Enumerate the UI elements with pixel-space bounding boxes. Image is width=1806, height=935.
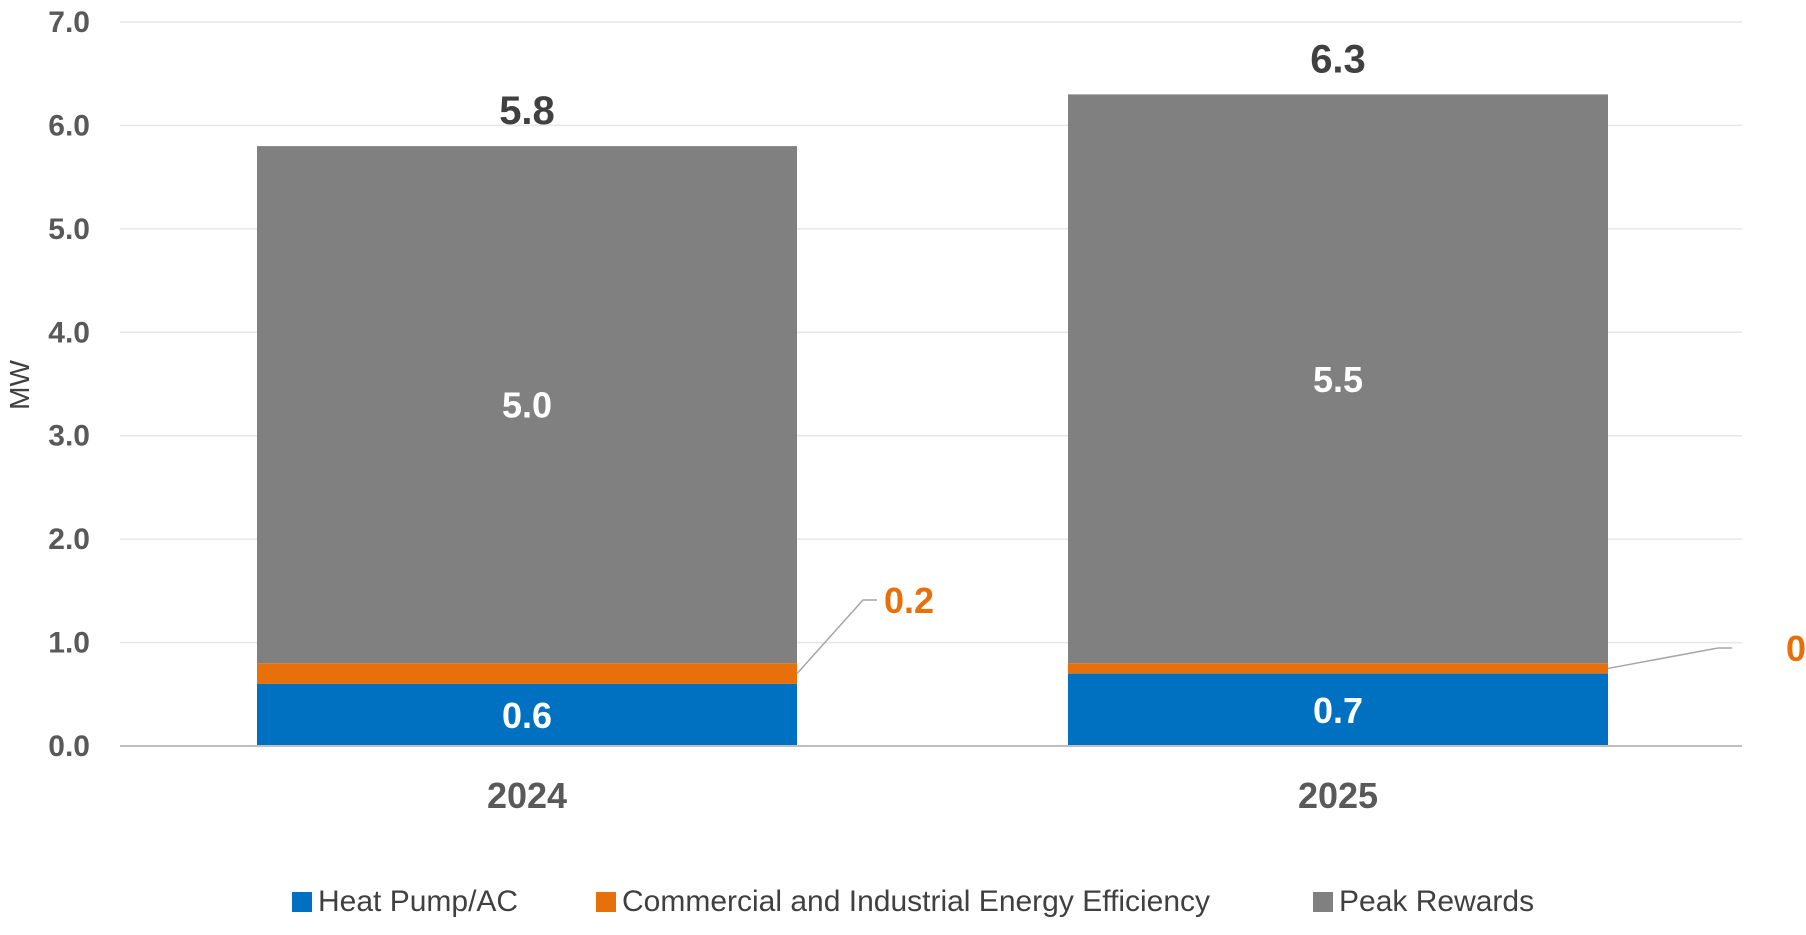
x-category-label: 2024 bbox=[487, 775, 567, 816]
y-tick-label: 0.0 bbox=[48, 730, 90, 763]
bar-segment bbox=[257, 683, 797, 746]
legend: Heat Pump/AC Commercial and Industrial En… bbox=[292, 885, 1534, 918]
bar-segment bbox=[257, 146, 797, 664]
legend-label: Commercial and Industrial Energy Efficie… bbox=[622, 885, 1210, 918]
y-axis-ticks: 0.0 1.0 2.0 3.0 4.0 5.0 6.0 7.0 bbox=[48, 6, 90, 763]
callout-data-label: 0.2 bbox=[884, 580, 934, 621]
total-label: 5.8 bbox=[499, 89, 555, 133]
total-label: 6.3 bbox=[1310, 37, 1366, 81]
callout-data-label: 0.1 bbox=[1786, 628, 1806, 669]
bar-segment bbox=[1068, 94, 1608, 664]
data-label: 5.5 bbox=[1313, 359, 1363, 400]
data-label: 0.7 bbox=[1313, 690, 1363, 731]
callout-leader-line bbox=[796, 599, 877, 675]
bar-segment bbox=[257, 663, 797, 684]
legend-label: Peak Rewards bbox=[1339, 885, 1534, 918]
bars bbox=[257, 94, 1608, 746]
data-label: 0.6 bbox=[502, 695, 552, 736]
y-tick-label: 7.0 bbox=[48, 6, 90, 39]
legend-swatch bbox=[1313, 892, 1333, 912]
x-axis-categories: 2024 2025 bbox=[487, 775, 1378, 816]
bar-segment bbox=[1068, 663, 1608, 674]
callout-leader-line bbox=[1607, 647, 1732, 670]
y-tick-label: 4.0 bbox=[48, 316, 90, 349]
y-tick-label: 6.0 bbox=[48, 109, 90, 142]
data-labels: 0.6 0.2 5.0 5.8 0.7 0.1 5.5 6.3 bbox=[499, 37, 1806, 736]
y-tick-label: 3.0 bbox=[48, 420, 90, 453]
y-axis-title: MW bbox=[4, 360, 35, 410]
x-category-label: 2025 bbox=[1298, 775, 1378, 816]
legend-swatch bbox=[596, 892, 616, 912]
legend-label: Heat Pump/AC bbox=[318, 885, 518, 918]
y-tick-label: 1.0 bbox=[48, 627, 90, 660]
bar-segment bbox=[1068, 673, 1608, 746]
y-tick-label: 5.0 bbox=[48, 213, 90, 246]
data-label: 5.0 bbox=[502, 385, 552, 426]
y-tick-label: 2.0 bbox=[48, 523, 90, 556]
legend-swatch bbox=[292, 892, 312, 912]
